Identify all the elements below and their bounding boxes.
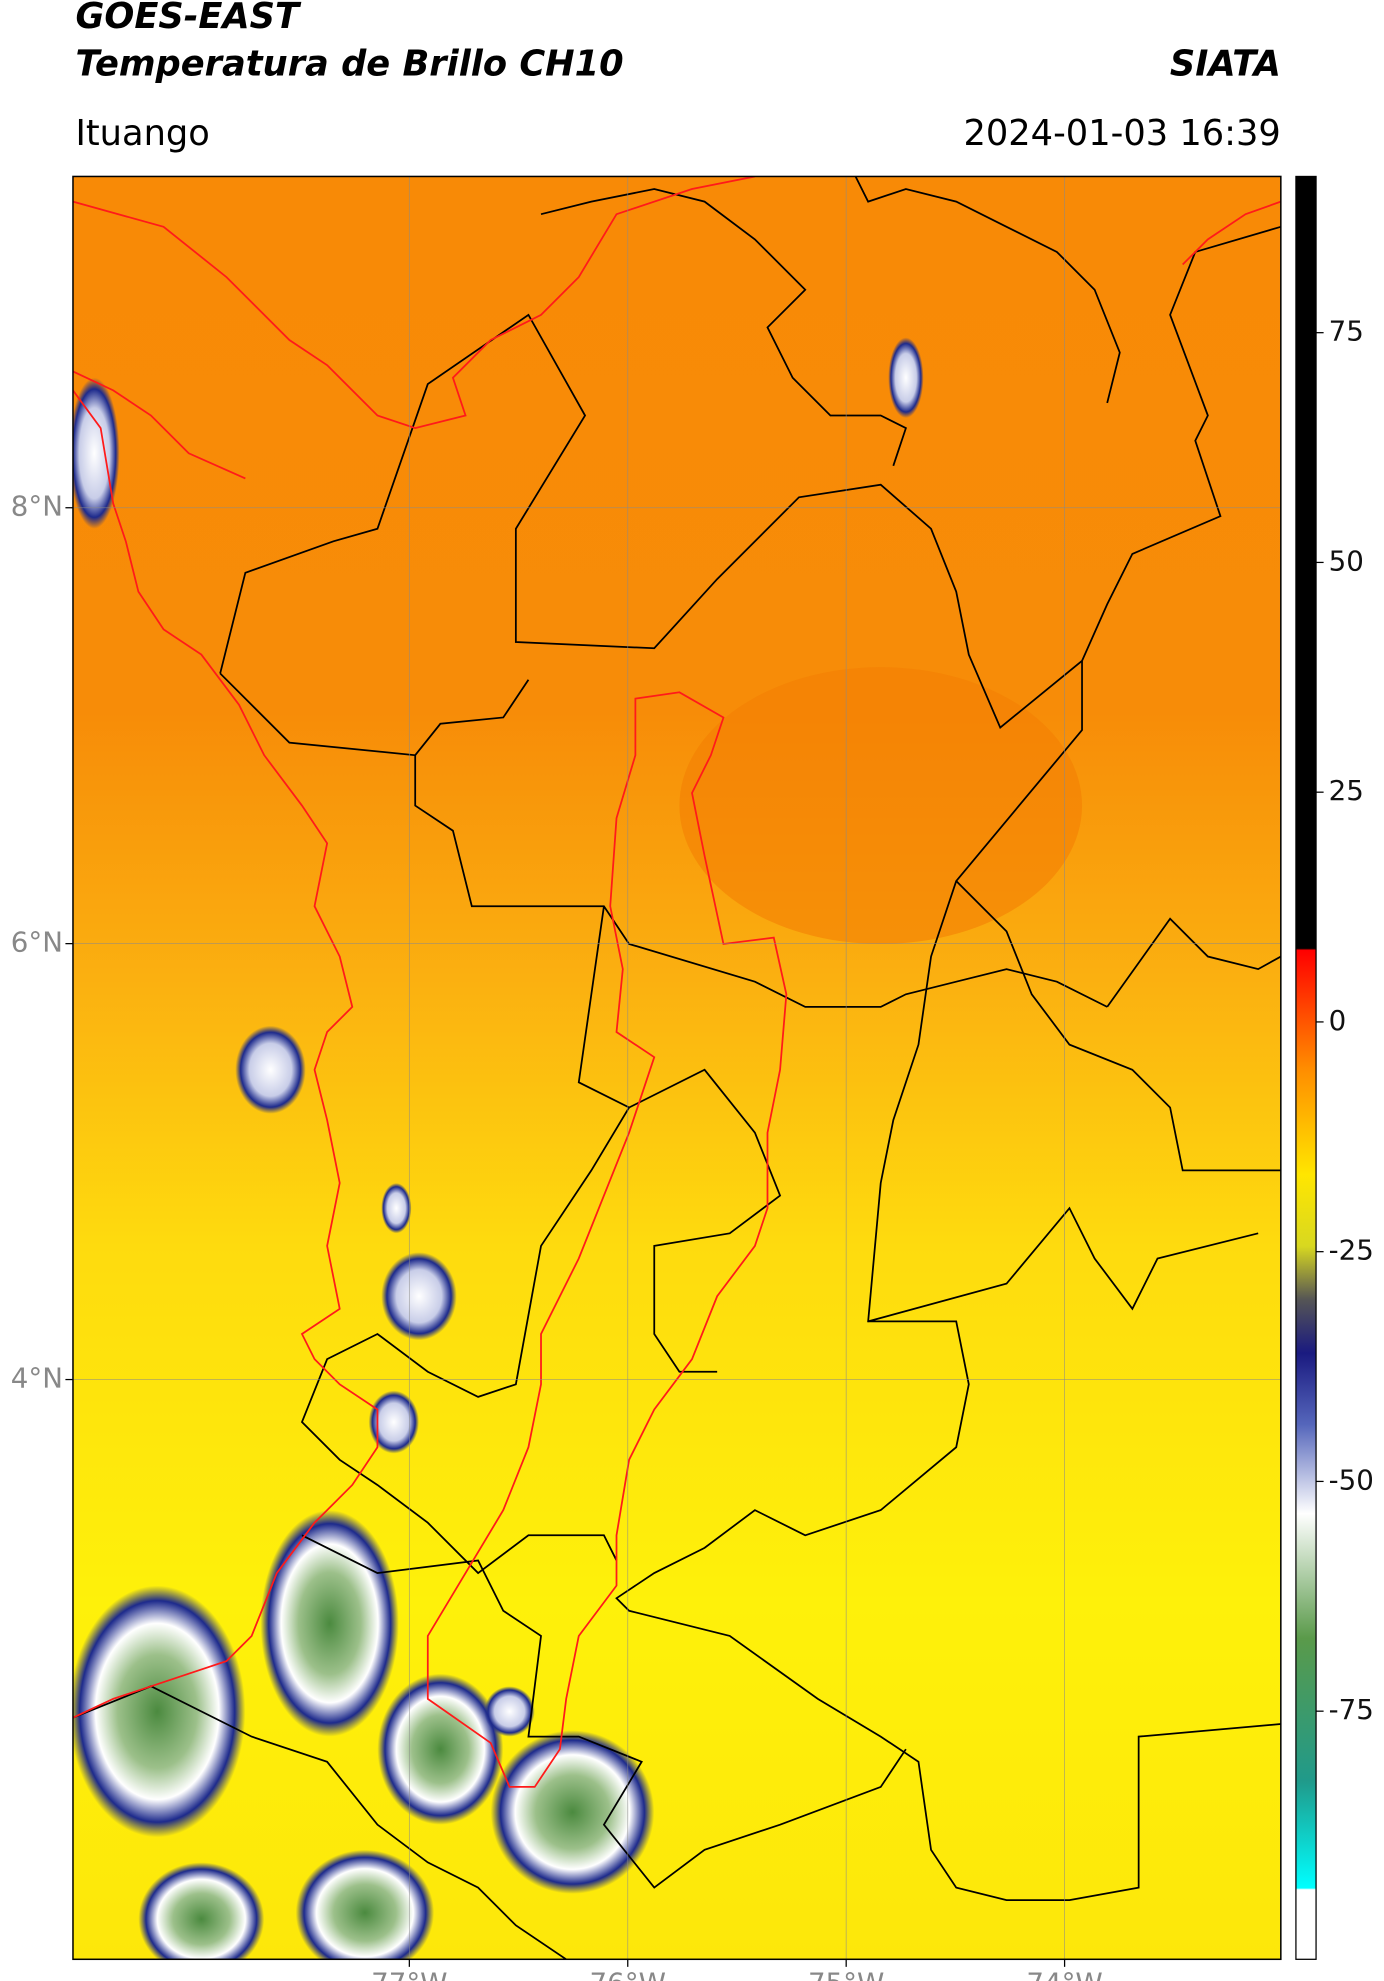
colorbar-label: -75	[1329, 1693, 1374, 1726]
lon-label: 77°W	[371, 1966, 447, 1981]
colorbar-label: -25	[1329, 1234, 1374, 1267]
borders	[72, 176, 1281, 1960]
map	[72, 176, 1281, 1960]
colorbar-label: 75	[1329, 315, 1364, 348]
colorbar-label: 0	[1329, 1004, 1347, 1037]
location: Ituango	[75, 113, 209, 154]
lon-label: 75°W	[808, 1966, 884, 1981]
agency: SIATA	[1170, 44, 1281, 85]
labels: 8°N 6°N 4°N 77°W 76°W 75°W 74°W 75 50 25 0 -25 -50 -7…	[11, 315, 1374, 1981]
title: GOES-EAST	[75, 0, 302, 37]
graticule	[72, 176, 1281, 1960]
clouds	[72, 337, 924, 1960]
red-outline	[72, 176, 1281, 1788]
lon-label: 76°W	[590, 1966, 666, 1981]
colorbar-label: 50	[1329, 544, 1364, 577]
title: Temperatura de Brillo CH10	[75, 44, 623, 85]
colorbar	[1295, 175, 1317, 1960]
colorbar-label: 25	[1329, 774, 1364, 807]
lat-label: 8°N	[11, 490, 63, 523]
warm-area	[679, 667, 1083, 944]
map-frame	[72, 175, 1282, 1961]
datetime: 2024-01-03 16:39	[963, 113, 1280, 154]
colorbar-label: -50	[1329, 1463, 1374, 1496]
lon-label: 74°W	[1026, 1966, 1102, 1981]
lat-label: 6°N	[11, 926, 63, 959]
lat-label: 4°N	[11, 1362, 63, 1395]
